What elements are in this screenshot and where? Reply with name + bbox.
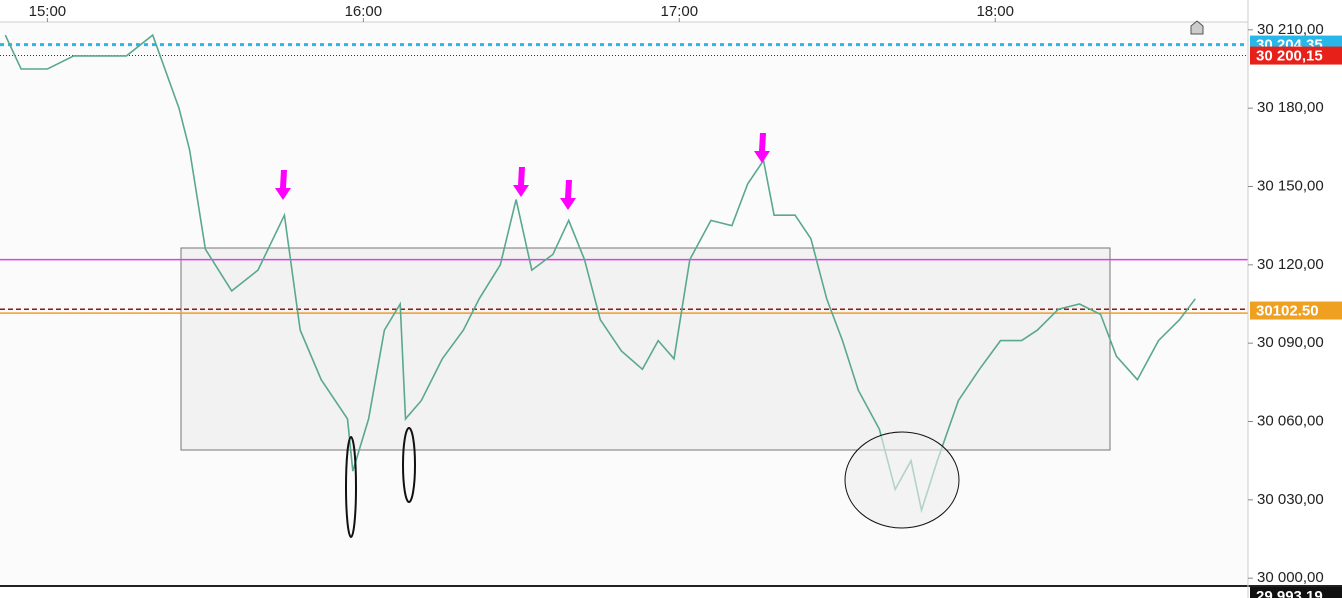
y-tick-label: 30 180,00 <box>1257 99 1324 116</box>
arrow <box>560 180 576 210</box>
y-tick-label: 30 210,00 <box>1257 21 1324 38</box>
price-tag-label: 30102.50 <box>1256 302 1319 319</box>
price-tag <box>1250 301 1342 320</box>
arrow <box>754 133 770 163</box>
x-tick-label: 16:00 <box>345 3 383 20</box>
x-tick-label: 15:00 <box>29 3 67 20</box>
low-marker <box>844 431 960 529</box>
home-icon[interactable] <box>1190 20 1204 35</box>
y-tick-label: 30 120,00 <box>1257 256 1324 273</box>
y-tick-label: 30 000,00 <box>1257 569 1324 586</box>
y-tick-label: 30 030,00 <box>1257 491 1324 508</box>
price-tag-label: 29 993,19 <box>1256 588 1323 598</box>
price-tag <box>1250 586 1342 598</box>
low-marker <box>345 436 357 538</box>
price-line <box>4 33 1196 514</box>
arrow <box>513 167 529 197</box>
annotations <box>345 427 960 538</box>
y-tick-label: 30 150,00 <box>1257 177 1324 194</box>
x-tick-label: 18:00 <box>976 3 1014 20</box>
arrow <box>275 170 291 200</box>
low-marker <box>402 427 416 503</box>
range-box <box>180 247 1111 451</box>
y-tick-label: 30 090,00 <box>1257 334 1324 351</box>
y-tick-label: 30 060,00 <box>1257 412 1324 429</box>
arrows <box>275 133 770 210</box>
series-layer <box>0 33 1248 514</box>
x-tick-label: 17:00 <box>661 3 699 20</box>
price-tag <box>1250 46 1342 65</box>
price-tag-label: 30 200,15 <box>1256 48 1323 65</box>
